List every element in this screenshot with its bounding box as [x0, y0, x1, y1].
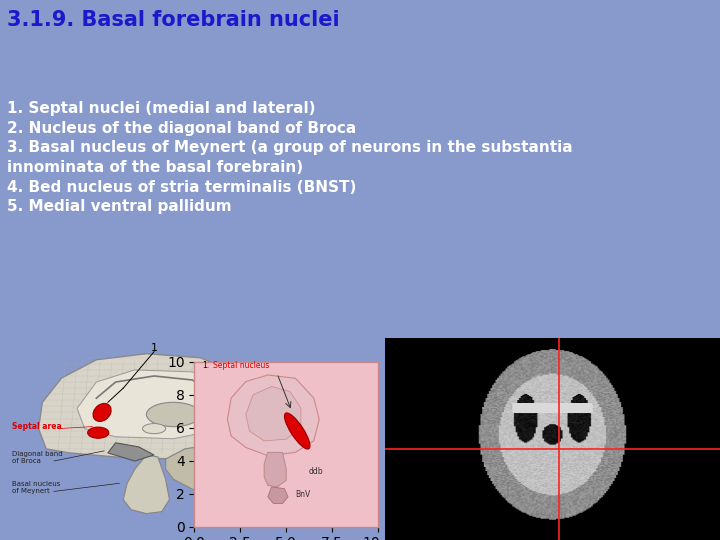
Text: BnV: BnV — [295, 490, 310, 499]
Text: 4. Bed nucleus of stria terminalis (BNST): 4. Bed nucleus of stria terminalis (BNST… — [7, 180, 356, 194]
Polygon shape — [39, 354, 270, 459]
Text: Basal nucleus
of Meynert: Basal nucleus of Meynert — [12, 482, 60, 495]
Polygon shape — [264, 453, 287, 487]
Polygon shape — [166, 443, 270, 494]
Text: 3.1.9. Basal forebrain nuclei: 3.1.9. Basal forebrain nuclei — [7, 10, 340, 30]
Ellipse shape — [284, 413, 310, 449]
Polygon shape — [268, 487, 288, 503]
Polygon shape — [123, 455, 169, 514]
Polygon shape — [246, 387, 301, 441]
Text: 2. Nucleus of the diagonal band of Broca: 2. Nucleus of the diagonal band of Broca — [7, 121, 356, 136]
Text: 3. Basal nucleus of Meynert (a group of neurons in the substantia: 3. Basal nucleus of Meynert (a group of … — [7, 140, 573, 156]
Text: innominata of the basal forebrain): innominata of the basal forebrain) — [7, 160, 303, 175]
Text: 5. Medial ventral pallidum: 5. Medial ventral pallidum — [7, 199, 232, 214]
Polygon shape — [108, 443, 154, 461]
Text: Septal nucleus: Septal nucleus — [213, 361, 269, 370]
Text: 1. Septal nuclei (medial and lateral): 1. Septal nuclei (medial and lateral) — [7, 102, 315, 116]
Text: ddb: ddb — [308, 467, 323, 476]
Ellipse shape — [146, 402, 200, 427]
Ellipse shape — [88, 427, 109, 438]
Polygon shape — [77, 370, 231, 438]
Polygon shape — [228, 375, 319, 456]
Text: Septal area: Septal area — [12, 422, 61, 430]
Text: Diagonal band
of Broca: Diagonal band of Broca — [12, 451, 62, 464]
Ellipse shape — [143, 423, 166, 434]
Text: 1.: 1. — [202, 361, 209, 370]
Text: 1: 1 — [150, 342, 158, 353]
Ellipse shape — [93, 403, 111, 421]
